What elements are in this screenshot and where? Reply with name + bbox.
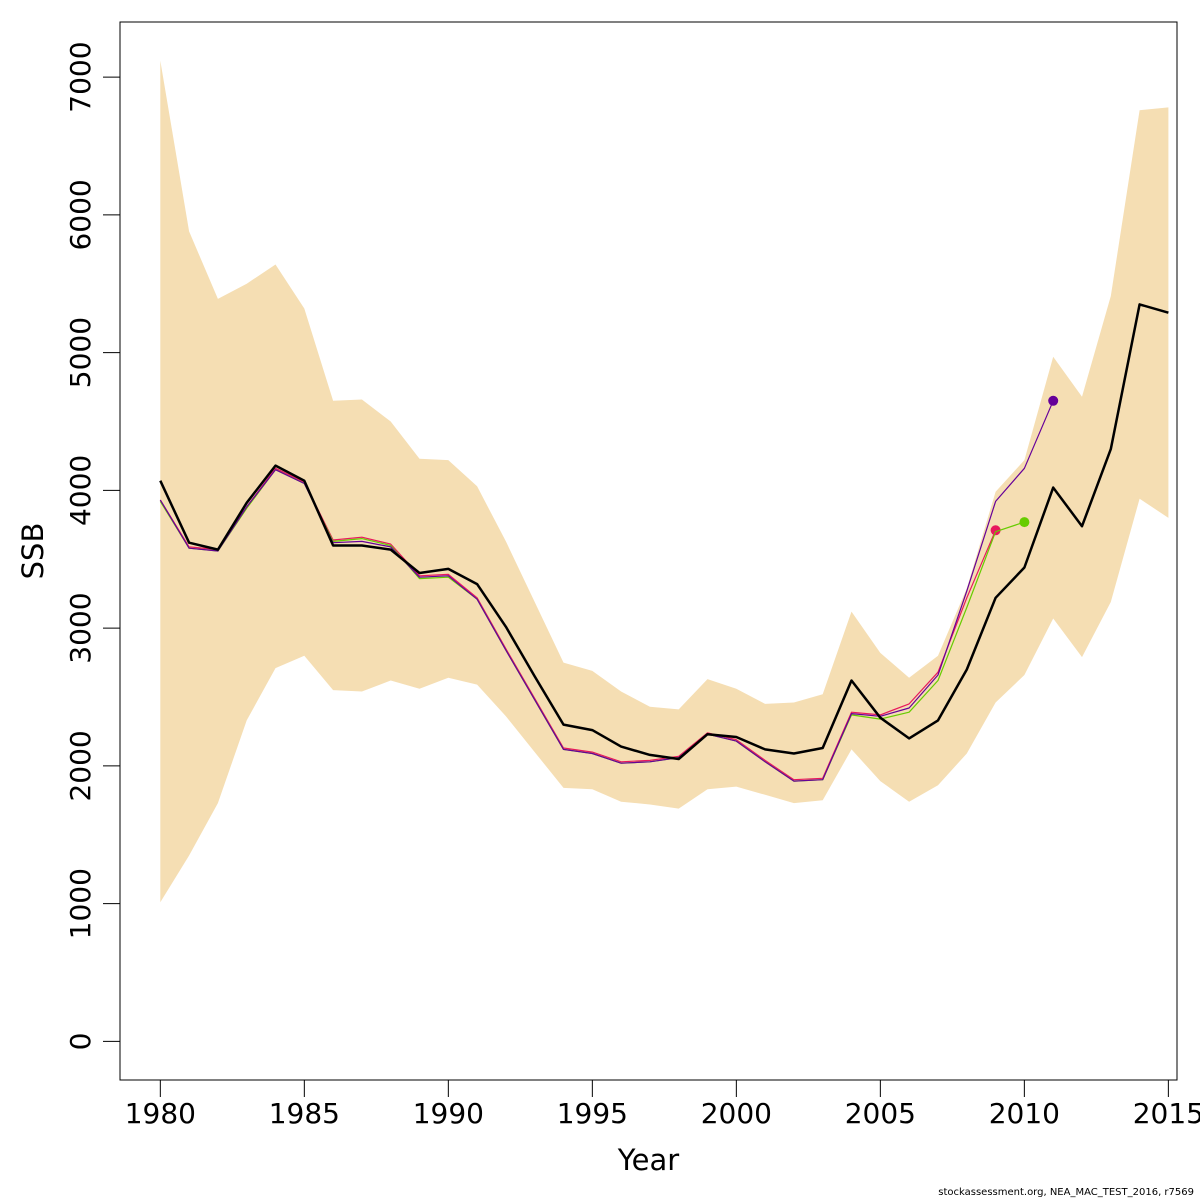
confidence-band-layer — [160, 60, 1169, 903]
x-tick-label: 2000 — [701, 1097, 772, 1130]
y-tick-label: 6000 — [64, 179, 97, 250]
series-endpoint-2 — [1019, 517, 1030, 528]
x-tick-label: 1995 — [557, 1097, 628, 1130]
series-line-1 — [159, 467, 997, 781]
y-tick-label: 3000 — [64, 592, 97, 663]
y-axis: 0 1000 2000 3000 4000 5000 6000 7000 — [64, 41, 121, 1050]
y-tick-label: 7000 — [64, 41, 97, 112]
x-axis: 1980 1985 1990 1995 2000 2005 2010 2015 — [125, 1079, 1200, 1130]
x-tick-label: 2010 — [989, 1097, 1060, 1130]
series-endpoint-1 — [990, 525, 1001, 536]
x-axis-title: Year — [617, 1143, 679, 1177]
x-tick-label: 1985 — [269, 1097, 340, 1130]
x-tick-label: 1990 — [413, 1097, 484, 1130]
y-tick-label: 1000 — [64, 868, 97, 939]
x-tick-label: 1980 — [125, 1097, 196, 1130]
y-tick-label: 0 — [64, 1032, 97, 1050]
footer-credit: stockassessment.org, NEA_MAC_TEST_2016, … — [938, 1187, 1194, 1198]
y-tick-label: 4000 — [64, 455, 97, 526]
series-layer — [159, 303, 1169, 782]
x-tick-label: 2015 — [1133, 1097, 1200, 1130]
series-line-0 — [159, 303, 1169, 761]
series-0 — [159, 303, 1169, 761]
y-tick-label: 2000 — [64, 730, 97, 801]
confidence-band — [160, 60, 1169, 903]
x-tick-label: 2005 — [845, 1097, 916, 1130]
series-1 — [159, 467, 1001, 781]
series-endpoint-3 — [1048, 395, 1059, 406]
y-axis-title: SSB — [16, 523, 50, 580]
y-tick-label: 5000 — [64, 317, 97, 388]
